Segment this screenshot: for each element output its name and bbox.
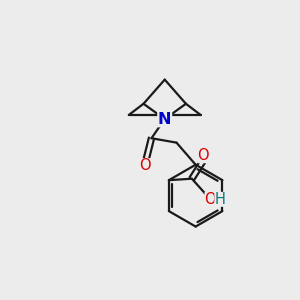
- Text: O: O: [197, 148, 209, 163]
- Text: O: O: [139, 158, 151, 173]
- Text: N: N: [158, 112, 172, 127]
- Text: H: H: [214, 192, 225, 207]
- Text: O: O: [205, 192, 216, 207]
